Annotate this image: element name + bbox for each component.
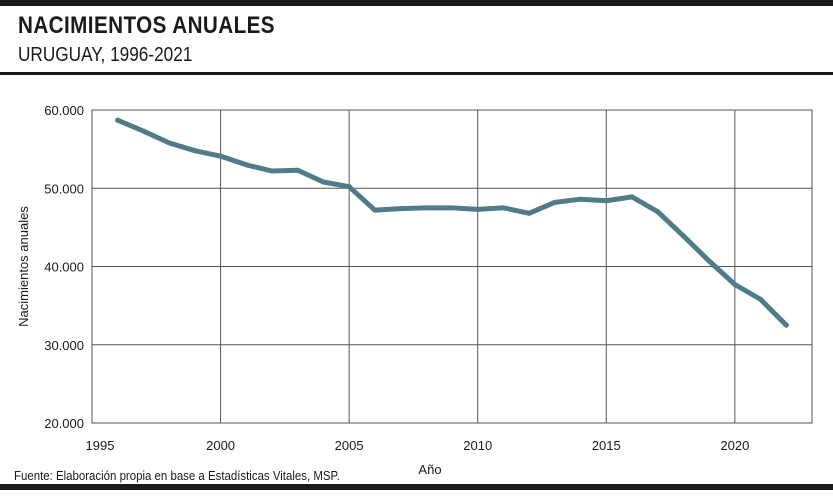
data-point — [398, 206, 404, 212]
grid-lines — [91, 109, 812, 424]
data-point — [115, 117, 121, 123]
plot-border — [91, 109, 813, 424]
data-point — [192, 148, 198, 154]
data-point — [680, 233, 686, 239]
series-group — [115, 117, 789, 328]
data-point — [603, 198, 609, 204]
chart-header: NACIMIENTOS ANUALES URUGUAY, 1996-2021 — [0, 6, 833, 75]
data-point — [578, 196, 584, 202]
data-point — [269, 168, 275, 174]
data-point — [526, 210, 532, 216]
data-point — [372, 207, 378, 213]
y-tick-label: 30.000 — [44, 338, 84, 353]
data-point — [320, 179, 326, 185]
data-point — [500, 205, 506, 211]
data-point — [783, 322, 789, 328]
y-tick-labels: 20.000 30.000 40.000 50.000 60.000 — [44, 103, 84, 431]
data-point — [629, 194, 635, 200]
data-point — [475, 206, 481, 212]
x-tick-label: 2005 — [335, 438, 364, 453]
data-point — [552, 199, 558, 205]
x-axis-label: Año — [418, 462, 441, 477]
data-point — [758, 296, 764, 302]
data-point — [295, 167, 301, 173]
x-tick-label: 2015 — [592, 438, 621, 453]
data-point — [732, 281, 738, 287]
x-tick-labels: 1995 2000 2005 2010 2015 2020 — [86, 438, 750, 453]
y-tick-label: 20.000 — [44, 416, 84, 431]
x-tick-label: 2020 — [720, 438, 749, 453]
x-tick-label: 1995 — [86, 438, 115, 453]
y-axis-label: Nacimientos anuales — [16, 206, 31, 327]
y-tick-label: 60.000 — [44, 103, 84, 118]
series-line — [115, 117, 789, 328]
data-point — [449, 205, 455, 211]
y-tick-label: 40.000 — [44, 260, 84, 275]
y-tick-label: 50.000 — [44, 181, 84, 196]
x-tick-label: 2010 — [463, 438, 492, 453]
data-point — [706, 258, 712, 264]
data-point — [166, 140, 172, 146]
data-point — [346, 184, 352, 190]
data-point — [140, 128, 146, 134]
line-chart: 20.000 30.000 40.000 50.000 60.000 1995 2000 2… — [16, 103, 813, 477]
chart-title: NACIMIENTOS ANUALES — [18, 12, 276, 39]
data-point — [655, 209, 661, 215]
source-note: Fuente: Elaboración propia en base a Est… — [14, 468, 340, 483]
data-point — [218, 153, 224, 159]
data-point — [423, 205, 429, 211]
x-tick-label: 2000 — [206, 438, 235, 453]
chart-subtitle: URUGUAY, 1996-2021 — [18, 44, 193, 66]
data-point — [243, 162, 249, 168]
